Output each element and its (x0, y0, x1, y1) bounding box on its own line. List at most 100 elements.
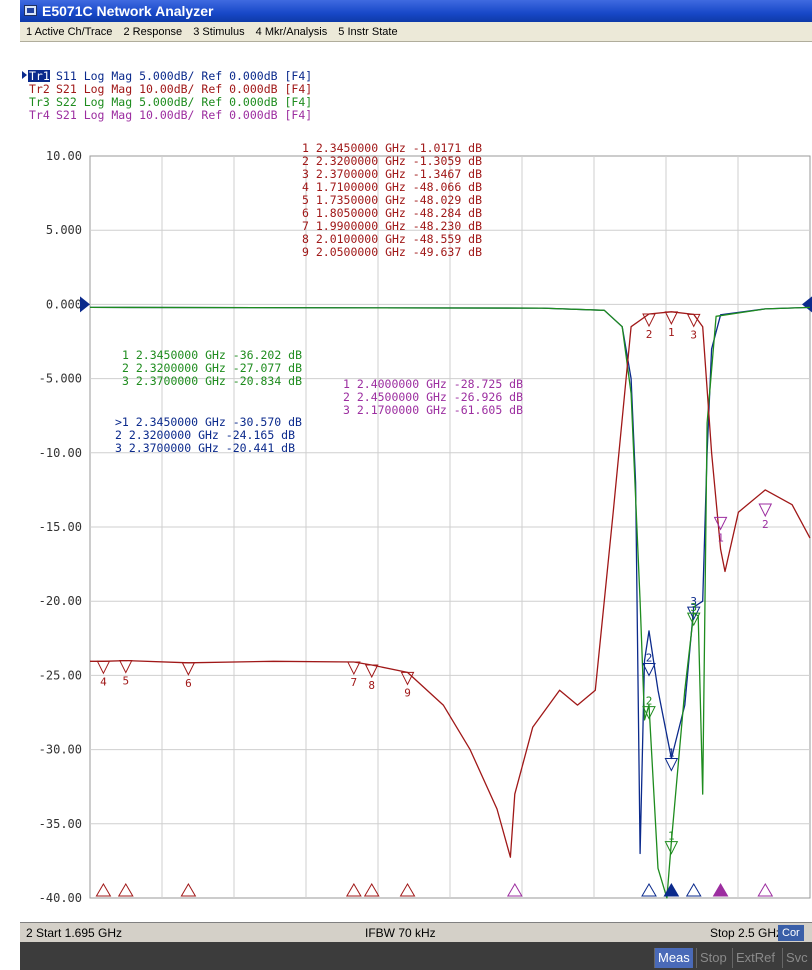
tr4-marker-readout: 3 2.1700000 GHz -61.605 dB (343, 403, 523, 417)
y-tick-label: -10.00 (39, 446, 82, 460)
tr3-marker-1-label: 1 (668, 830, 675, 843)
on-trace-markers: 1 2 3 4 5 6 7 8 9 1 2 3 1 2 3 1 2 (96, 311, 773, 855)
y-axis-ticks: 10.00 5.000 0.000 -5.000 -10.00 -15.00 -20.00 -… (39, 149, 82, 905)
tr4-marker-2-label: 2 (762, 518, 769, 531)
marker-tables: 1 2.3450000 GHz -1.0171 dB2 2.3200000 GH… (115, 141, 523, 455)
tr1-marker-2-icon (642, 663, 656, 677)
y-tick-label: -35.00 (39, 817, 82, 831)
bottom-marker-tr2-icon (345, 883, 362, 897)
stop-indicator[interactable]: Stop (696, 948, 730, 968)
window-titlebar[interactable]: E5071C Network Analyzer (20, 0, 812, 22)
measurement-display[interactable]: 10.00 5.000 0.000 -5.000 -10.00 -15.00 -20.00 -… (20, 42, 812, 914)
start-frequency[interactable]: Start 1.695 GHz (36, 926, 123, 940)
bottom-marker-tr1-active-icon (663, 883, 680, 897)
tr4-marker-readout: 2 2.4500000 GHz -26.926 dB (343, 390, 523, 404)
channel-number: 2 (26, 926, 33, 940)
menu-item-active-ch-trace[interactable]: 1 Active Ch/Trace (26, 26, 113, 38)
trace-header-label: Tr1 (29, 69, 50, 83)
svc-indicator[interactable]: Svc (782, 948, 811, 968)
tr3-marker-3-icon (686, 612, 701, 627)
menu-item-response[interactable]: 2 Response (123, 26, 183, 38)
tr1-marker-1-label: 1 (668, 747, 675, 760)
ref-arrow-left-icon (80, 296, 90, 313)
trace-header-list: Tr1 S11 Log Mag 5.000dB/ Ref 0.000dB [F4]… (22, 69, 312, 122)
bottom-marker-tr1-icon (641, 883, 657, 897)
bottom-marker-row (95, 883, 774, 897)
trace-header-label: Tr2 (29, 82, 50, 96)
trace-header-text: S11 Log Mag 5.000dB/ Ref 0.000dB [F4] (56, 69, 312, 83)
tr2-marker-8-icon (364, 664, 379, 679)
menu-item-mkr-analysis[interactable]: 4 Mkr/Analysis (255, 26, 328, 38)
menu-bar: 1 Active Ch/Trace 2 Response 3 Stimulus … (20, 22, 812, 42)
tr3-marker-2-icon (642, 706, 656, 720)
tr2-marker-readout: 4 1.7100000 GHz -48.066 dB (302, 180, 482, 194)
bottom-marker-tr2-icon (117, 883, 134, 897)
extref-indicator[interactable]: ExtRef (732, 948, 778, 968)
tr3-marker-1-icon (664, 841, 679, 855)
y-tick-label: -15.00 (39, 520, 82, 534)
trace-header-text: S21 Log Mag 10.00dB/ Ref 0.000dB [F4] (56, 82, 312, 96)
active-trace-highlight (28, 70, 50, 82)
y-tick-label: 10.00 (46, 149, 82, 163)
bottom-marker-tr2-icon (363, 883, 380, 897)
tr4-marker-readout: 1 2.4000000 GHz -28.725 dB (343, 377, 523, 391)
bottom-marker-tr4-active-icon (712, 883, 729, 897)
plot-grid (89, 155, 811, 899)
trace-tr3-s22-line (89, 306, 811, 899)
channel-status-bar: 2 Start 1.695 GHz IFBW 70 kHz Stop 2.5 G… (20, 922, 812, 942)
trace-tr2-s21-line (90, 311, 811, 858)
bottom-marker-tr2-icon (399, 883, 416, 897)
reference-position-arrows (80, 296, 812, 313)
trace-header-text: S22 Log Mag 5.000dB/ Ref 0.000dB [F4] (56, 95, 312, 109)
tr2-marker-2-label: 2 (646, 328, 653, 341)
tr2-marker-9-label: 9 (404, 686, 411, 699)
tr2-marker-8-label: 8 (368, 679, 375, 692)
tr2-marker-7-icon (347, 661, 361, 676)
y-tick-label: -30.00 (39, 743, 82, 757)
tr2-marker-6-label: 6 (185, 677, 192, 690)
left-frame-strip (0, 0, 20, 970)
tr2-marker-readout: 6 1.8050000 GHz -48.284 dB (302, 206, 482, 220)
bottom-marker-tr1-icon (685, 883, 702, 897)
active-trace-pointer-icon (22, 71, 27, 79)
tr2-marker-3-label: 3 (690, 328, 697, 341)
tr2-marker-readout: 7 1.9900000 GHz -48.230 dB (302, 219, 482, 233)
trace-lines (89, 306, 811, 899)
tr2-marker-3-icon (686, 313, 701, 328)
tr2-marker-4-icon (96, 660, 111, 675)
meas-indicator[interactable]: Meas (654, 948, 693, 968)
y-tick-label: -20.00 (39, 594, 82, 608)
tr2-marker-readout: 5 1.7350000 GHz -48.029 dB (302, 193, 482, 207)
correction-badge: Cor (778, 925, 804, 941)
menu-item-stimulus[interactable]: 3 Stimulus (193, 26, 245, 38)
y-tick-label: 0.000 (46, 297, 82, 311)
tr2-marker-readout: 2 2.3200000 GHz -1.3059 dB (302, 154, 482, 168)
tr3-marker-2-label: 2 (646, 695, 653, 708)
window-title: E5071C Network Analyzer (42, 3, 214, 19)
y-tick-label: -5.000 (39, 372, 82, 386)
y-tick-label: -25.00 (39, 668, 82, 682)
tr2-marker-1-icon (664, 311, 679, 325)
tr2-marker-4-label: 4 (100, 675, 107, 688)
tr1-marker-readout: >1 2.3450000 GHz -30.570 dB (115, 415, 302, 429)
tr3-marker-readout: 3 2.3700000 GHz -20.834 dB (122, 374, 302, 388)
bottom-marker-tr2-icon (180, 883, 197, 897)
app-icon (24, 5, 37, 16)
stop-frequency[interactable]: Stop 2.5 GHz (710, 926, 783, 940)
tr2-marker-readout: 9 2.0500000 GHz -49.637 dB (302, 245, 482, 259)
menu-item-instr-state[interactable]: 5 Instr State (338, 26, 398, 38)
tr3-marker-3-label: 3 (690, 601, 697, 614)
tr2-marker-readout: 8 2.0100000 GHz -48.559 dB (302, 232, 482, 246)
tr1-marker-1-icon (664, 758, 679, 772)
tr2-marker-readout: 3 2.3700000 GHz -1.3467 dB (302, 167, 482, 181)
ifbw-value[interactable]: IFBW 70 kHz (365, 926, 436, 940)
ref-arrow-right-icon (802, 296, 812, 313)
tr4-marker-1-icon (713, 516, 728, 531)
tr3-marker-readout: 2 2.3200000 GHz -27.077 dB (122, 361, 302, 375)
trace-chart[interactable]: 10.00 5.000 0.000 -5.000 -10.00 -15.00 -20.00 -… (20, 42, 812, 914)
tr3-marker-readout: 1 2.3450000 GHz -36.202 dB (122, 348, 302, 362)
tr1-marker-2-label: 2 (646, 652, 653, 665)
tr1-marker-readout: 2 2.3200000 GHz -24.165 dB (115, 428, 295, 442)
tr4-marker-2-icon (758, 503, 773, 518)
tr2-marker-5-label: 5 (122, 675, 129, 688)
